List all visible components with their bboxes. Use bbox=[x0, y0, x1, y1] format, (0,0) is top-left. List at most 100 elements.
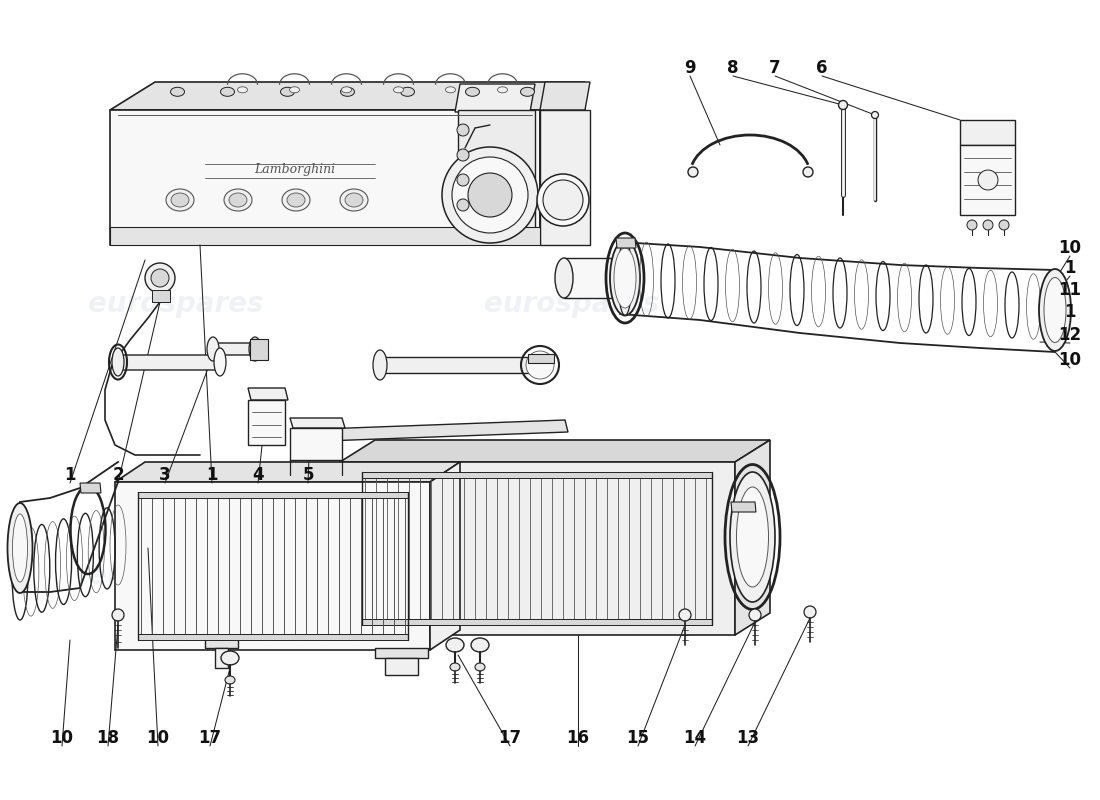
Text: 10: 10 bbox=[1058, 351, 1081, 369]
Ellipse shape bbox=[730, 472, 776, 602]
Ellipse shape bbox=[112, 348, 124, 376]
Polygon shape bbox=[458, 110, 535, 230]
Ellipse shape bbox=[280, 87, 295, 96]
Circle shape bbox=[978, 170, 998, 190]
Ellipse shape bbox=[12, 514, 28, 582]
Ellipse shape bbox=[394, 86, 404, 93]
Polygon shape bbox=[732, 502, 756, 512]
Ellipse shape bbox=[804, 606, 816, 618]
Ellipse shape bbox=[446, 86, 455, 93]
Polygon shape bbox=[540, 82, 585, 245]
Polygon shape bbox=[250, 339, 268, 360]
Polygon shape bbox=[110, 82, 585, 110]
Polygon shape bbox=[455, 84, 535, 112]
Text: 10: 10 bbox=[51, 729, 74, 747]
Text: eurospares: eurospares bbox=[484, 290, 660, 318]
Polygon shape bbox=[110, 227, 540, 245]
Ellipse shape bbox=[803, 167, 813, 177]
Polygon shape bbox=[960, 120, 1015, 145]
Text: 17: 17 bbox=[498, 729, 521, 747]
Text: eurospares: eurospares bbox=[88, 562, 264, 590]
Polygon shape bbox=[960, 145, 1015, 215]
Polygon shape bbox=[138, 634, 408, 640]
Ellipse shape bbox=[249, 337, 261, 361]
Text: 3: 3 bbox=[160, 466, 170, 484]
Polygon shape bbox=[540, 110, 590, 245]
Ellipse shape bbox=[749, 609, 761, 621]
Text: eurospares: eurospares bbox=[484, 562, 660, 590]
Polygon shape bbox=[110, 110, 540, 245]
Ellipse shape bbox=[8, 503, 33, 593]
Polygon shape bbox=[735, 440, 770, 635]
Ellipse shape bbox=[345, 193, 363, 207]
Polygon shape bbox=[214, 648, 228, 668]
Polygon shape bbox=[138, 492, 408, 498]
Text: 13: 13 bbox=[736, 729, 760, 747]
Text: 6: 6 bbox=[816, 59, 827, 77]
Text: 5: 5 bbox=[302, 466, 313, 484]
Polygon shape bbox=[118, 355, 222, 370]
Polygon shape bbox=[528, 354, 554, 363]
Text: 2: 2 bbox=[112, 466, 124, 484]
Text: eurospares: eurospares bbox=[88, 290, 264, 318]
Polygon shape bbox=[248, 400, 285, 445]
Text: 16: 16 bbox=[566, 729, 590, 747]
Ellipse shape bbox=[282, 189, 310, 211]
Polygon shape bbox=[375, 648, 428, 658]
Circle shape bbox=[468, 173, 512, 217]
Ellipse shape bbox=[450, 663, 460, 671]
Text: 11: 11 bbox=[1058, 281, 1081, 299]
Ellipse shape bbox=[170, 87, 185, 96]
Circle shape bbox=[983, 220, 993, 230]
Polygon shape bbox=[116, 462, 460, 482]
Text: 7: 7 bbox=[769, 59, 781, 77]
Ellipse shape bbox=[475, 663, 485, 671]
Ellipse shape bbox=[166, 189, 194, 211]
Ellipse shape bbox=[610, 241, 640, 315]
Polygon shape bbox=[540, 82, 590, 110]
Text: 14: 14 bbox=[683, 729, 706, 747]
Polygon shape bbox=[362, 472, 712, 478]
Polygon shape bbox=[564, 258, 625, 298]
Polygon shape bbox=[213, 343, 258, 355]
Ellipse shape bbox=[537, 174, 588, 226]
Ellipse shape bbox=[679, 609, 691, 621]
Ellipse shape bbox=[688, 167, 698, 177]
Polygon shape bbox=[290, 418, 345, 428]
Ellipse shape bbox=[229, 193, 248, 207]
Polygon shape bbox=[340, 440, 770, 462]
Polygon shape bbox=[248, 388, 288, 400]
Ellipse shape bbox=[221, 651, 239, 665]
Text: 1: 1 bbox=[207, 466, 218, 484]
Polygon shape bbox=[385, 658, 418, 675]
Ellipse shape bbox=[287, 193, 305, 207]
Text: 1: 1 bbox=[1065, 303, 1076, 321]
Ellipse shape bbox=[214, 348, 225, 376]
Circle shape bbox=[442, 147, 538, 243]
Ellipse shape bbox=[446, 638, 464, 652]
Text: 10: 10 bbox=[146, 729, 169, 747]
Ellipse shape bbox=[497, 86, 507, 93]
Polygon shape bbox=[295, 420, 568, 442]
Ellipse shape bbox=[289, 86, 299, 93]
Ellipse shape bbox=[471, 638, 490, 652]
Circle shape bbox=[456, 149, 469, 161]
Ellipse shape bbox=[1044, 278, 1066, 342]
Text: 8: 8 bbox=[727, 59, 739, 77]
Text: 12: 12 bbox=[1058, 326, 1081, 344]
Circle shape bbox=[452, 157, 528, 233]
Text: 18: 18 bbox=[97, 729, 120, 747]
Ellipse shape bbox=[543, 180, 583, 220]
Polygon shape bbox=[152, 290, 170, 302]
Circle shape bbox=[456, 124, 469, 136]
Ellipse shape bbox=[373, 350, 387, 380]
Text: Lamborghini: Lamborghini bbox=[254, 163, 336, 177]
Polygon shape bbox=[290, 428, 342, 460]
Text: 10: 10 bbox=[1058, 239, 1081, 257]
Ellipse shape bbox=[238, 86, 248, 93]
Ellipse shape bbox=[112, 609, 124, 621]
Circle shape bbox=[456, 199, 469, 211]
Ellipse shape bbox=[556, 258, 573, 298]
Polygon shape bbox=[340, 462, 735, 635]
Ellipse shape bbox=[1040, 269, 1071, 351]
